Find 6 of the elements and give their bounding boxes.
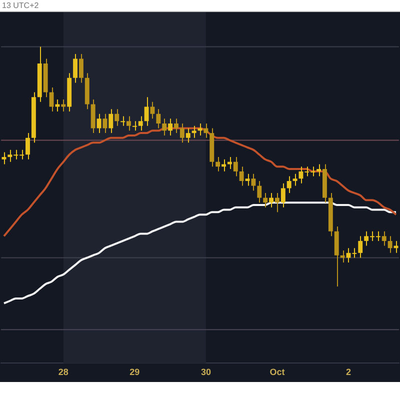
x-tick-label: 28 xyxy=(58,367,68,378)
x-tick-label: Oct xyxy=(270,367,285,378)
text: 13 UTC+2 xyxy=(0,0,400,12)
x-tick-label: 29 xyxy=(130,367,140,378)
x-tick-label: 2 xyxy=(346,367,351,378)
x-tick-label: 30 xyxy=(200,367,211,378)
